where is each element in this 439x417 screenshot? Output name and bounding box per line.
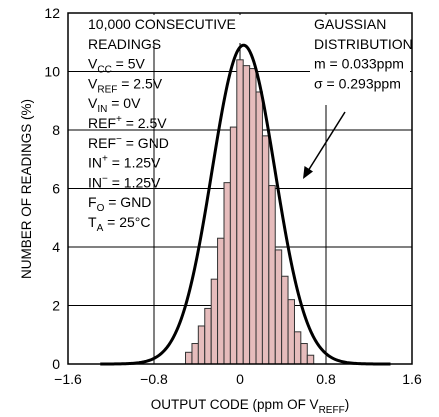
histogram-bar xyxy=(300,343,308,365)
annotation-line: TA = 25°C xyxy=(88,214,150,234)
annotation-line: READINGS xyxy=(88,36,161,52)
x-tick-labels: −1.6 −0.8 0 0.8 1.6 xyxy=(54,371,422,387)
annotation-line: IN− = 1.25V xyxy=(88,173,161,190)
histogram-bar xyxy=(210,278,219,365)
plot-frame xyxy=(67,12,413,365)
histogram-bar xyxy=(217,237,225,365)
histogram-bar xyxy=(261,135,270,365)
x-axis-label: OUTPUT CODE (ppm OF VREFF) xyxy=(151,397,349,416)
annotation-line: REF+ = 2.5V xyxy=(88,114,167,131)
histogram-bar xyxy=(293,331,302,365)
annotation-line: VIN = 0V xyxy=(88,95,141,115)
y-tick-labels: 0 2 4 6 8 10 12 xyxy=(44,5,60,372)
arrow-head xyxy=(303,166,313,179)
annotation-line: VCC = 5V xyxy=(88,56,146,76)
histogram-bar xyxy=(229,126,238,365)
annotation-backing xyxy=(310,15,410,105)
annotation-line: m = 0.033ppm xyxy=(314,56,404,72)
annotation-line: σ = 0.293ppm xyxy=(314,75,401,91)
histogram-bar xyxy=(268,185,276,365)
annotation-line: 10,000 CONSECUTIVE xyxy=(88,16,236,32)
y-tick-label: 6 xyxy=(52,181,60,197)
annotation-arrow xyxy=(303,111,346,179)
histogram-bar xyxy=(191,343,199,365)
annotation-line: REF− = GND xyxy=(88,134,169,151)
arrow-shaft xyxy=(307,111,346,172)
histogram-bar xyxy=(204,307,212,365)
annotation-line: VREF = 2.5V xyxy=(88,75,163,95)
x-tick-label: −1.6 xyxy=(54,371,82,387)
y-axis-label: NUMBER OF READINGS (%) xyxy=(19,99,34,279)
histogram-bar xyxy=(223,182,231,365)
y-tick-label: 12 xyxy=(44,5,60,21)
histogram-bar xyxy=(236,59,244,365)
histogram-bar xyxy=(306,354,315,365)
y-tick-label: 2 xyxy=(52,298,60,314)
x-tick-label: 0.8 xyxy=(316,371,336,387)
annotation-line: FO = GND xyxy=(88,194,151,214)
histogram-bar xyxy=(255,91,263,365)
y-tick-label: 0 xyxy=(52,356,60,372)
x-tick-label: −0.8 xyxy=(140,371,168,387)
histogram-bar xyxy=(287,299,295,365)
annotation-line: DISTRIBUTION xyxy=(314,36,413,52)
y-tick-label: 8 xyxy=(52,122,60,138)
y-tick-label: 10 xyxy=(44,64,60,80)
histogram-bar xyxy=(197,325,206,365)
x-tick-label: 0 xyxy=(236,371,244,387)
histogram-bar xyxy=(281,275,289,365)
histogram-bar xyxy=(185,351,193,365)
gaussian-annotation: GAUSSIAN DISTRIBUTION m = 0.033ppm σ = 0.29… xyxy=(310,15,413,105)
annotation-line: GAUSSIAN xyxy=(314,16,386,32)
histogram-bar xyxy=(249,68,257,365)
histogram-bar xyxy=(274,249,283,365)
annotation-backing xyxy=(86,15,246,43)
x-tick-label: 1.6 xyxy=(402,371,422,387)
y-tick-label: 4 xyxy=(52,239,60,255)
histogram-bar xyxy=(242,65,251,365)
annotation-line: IN+ = 1.25V xyxy=(88,154,161,171)
gaussian-curve xyxy=(100,43,391,366)
